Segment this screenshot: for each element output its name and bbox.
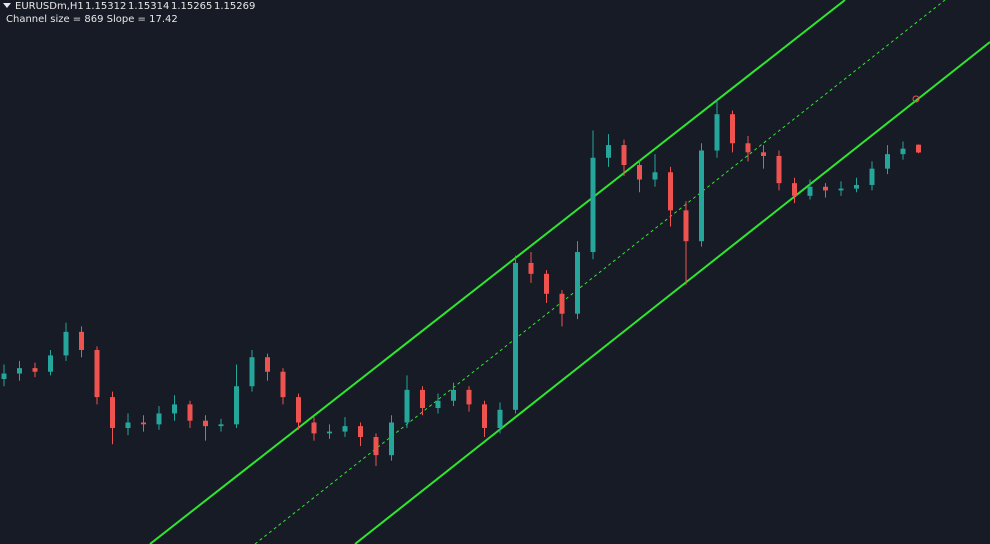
- candle-body: [280, 371, 286, 398]
- ohlc-low: 1.15265: [171, 1, 212, 12]
- candle-body: [156, 413, 162, 425]
- candle-body: [513, 262, 518, 410]
- symbol-label: EURUSDm,H1: [15, 1, 84, 12]
- candle-body: [466, 389, 472, 405]
- candle-body: [17, 368, 22, 374]
- candle-body: [776, 155, 782, 184]
- candle-body: [203, 420, 208, 427]
- channel-lower: [354, 41, 990, 544]
- candle-body: [373, 437, 379, 456]
- candle-body: [575, 252, 580, 314]
- candle-body: [404, 389, 410, 423]
- candle-body: [172, 404, 177, 414]
- candle-body: [327, 431, 332, 434]
- channel-upper: [149, 0, 846, 544]
- candle-body: [218, 424, 224, 427]
- collapse-arrow[interactable]: [3, 3, 11, 8]
- ohlc-open: 1.15312: [85, 1, 126, 12]
- candle-body: [838, 188, 844, 191]
- candle-body: [125, 422, 131, 428]
- candle-body: [792, 183, 797, 196]
- candle-body: [358, 426, 363, 438]
- candle-body: [885, 154, 890, 169]
- candle-body: [342, 426, 348, 432]
- ohlc-close: 1.15269: [214, 1, 255, 12]
- candle-body: [249, 357, 255, 387]
- candle-body: [823, 186, 828, 191]
- candle-body: [761, 152, 766, 156]
- candle-body: [637, 165, 642, 180]
- candle-body: [854, 184, 859, 189]
- candle-body: [590, 157, 596, 253]
- candle-body: [32, 368, 38, 372]
- candle-body: [420, 389, 425, 408]
- candle-body: [606, 145, 611, 158]
- candle-body: [652, 172, 658, 180]
- candle-body: [869, 168, 875, 185]
- candle-body: [141, 422, 146, 425]
- candle-body: [389, 422, 394, 456]
- channel-info: Channel size = 869 Slope = 17.42: [6, 14, 178, 25]
- candle-body: [311, 422, 317, 434]
- candle-body: [451, 389, 456, 401]
- candle-body: [528, 262, 534, 274]
- candle-body: [544, 273, 549, 294]
- candle-body: [745, 143, 751, 153]
- candle-body: [187, 404, 193, 421]
- candle-body: [63, 331, 69, 356]
- candle-body: [79, 331, 84, 350]
- channel-middle: [254, 0, 946, 544]
- candle-body: [234, 386, 239, 425]
- candle-body: [497, 409, 503, 428]
- ohlc-high: 1.15314: [128, 1, 169, 12]
- candle-body: [110, 397, 115, 428]
- candle-body: [668, 172, 673, 211]
- candle-body: [621, 145, 627, 166]
- candle-body: [1, 373, 7, 379]
- candle-body: [714, 114, 720, 151]
- candle-body: [482, 404, 487, 428]
- candle-body: [683, 210, 689, 242]
- candle-body: [559, 293, 565, 314]
- candles: [1, 99, 921, 467]
- candle-body: [296, 397, 301, 423]
- candle-body: [807, 186, 813, 196]
- candle-body: [900, 148, 906, 155]
- candle-body: [48, 355, 53, 372]
- candle-body: [730, 114, 735, 144]
- candle-body: [94, 349, 100, 398]
- candle-body: [916, 144, 921, 153]
- candle-body: [265, 357, 270, 372]
- candle-body: [699, 150, 704, 242]
- signal-marker: [912, 95, 920, 103]
- candle-body: [435, 400, 441, 408]
